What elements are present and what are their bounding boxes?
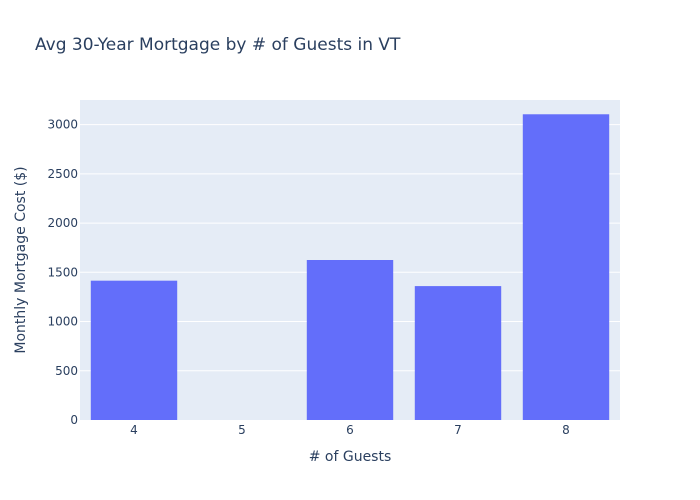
x-tick-label: 5 xyxy=(238,423,246,437)
bar-8[interactable] xyxy=(522,114,610,421)
y-tick-label: 1000 xyxy=(47,315,78,329)
y-tick-label: 2000 xyxy=(47,216,78,230)
y-tick-label: 3000 xyxy=(47,118,78,132)
x-tick-label: 7 xyxy=(454,423,462,437)
y-axis-ticks: 0 500 1000 1500 2000 2500 3000 xyxy=(47,118,78,427)
bar-4[interactable] xyxy=(90,280,178,420)
bar-7[interactable] xyxy=(414,286,502,420)
x-tick-label: 8 xyxy=(562,423,570,437)
x-tick-label: 4 xyxy=(130,423,138,437)
x-axis-title: # of Guests xyxy=(309,449,392,465)
y-tick-label: 1500 xyxy=(47,265,78,279)
y-tick-label: 500 xyxy=(55,364,78,378)
y-axis-title: Monthly Mortgage Cost ($) xyxy=(13,166,29,353)
bar-6[interactable] xyxy=(306,260,394,420)
x-axis-ticks: 4 5 6 7 8 xyxy=(130,423,570,437)
bars xyxy=(90,114,610,421)
y-tick-label: 2500 xyxy=(47,167,78,181)
x-tick-label: 6 xyxy=(346,423,354,437)
chart-title: Avg 30-Year Mortgage by # of Guests in V… xyxy=(35,35,401,55)
y-tick-label: 0 xyxy=(70,413,78,427)
